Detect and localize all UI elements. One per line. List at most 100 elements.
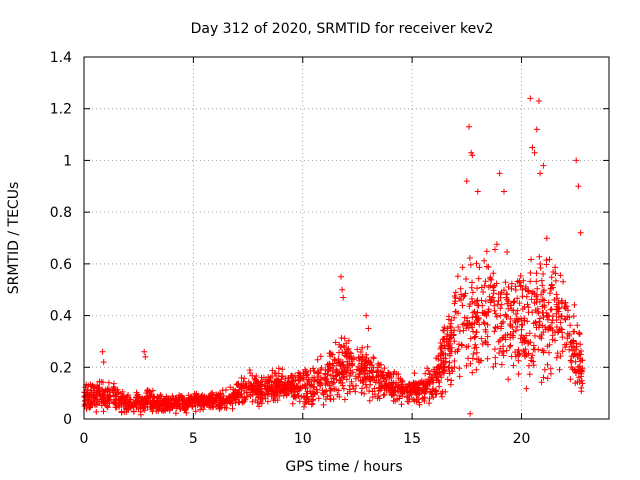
data-point [481,309,488,316]
data-point [138,399,145,406]
data-point [493,241,500,248]
data-point [566,331,573,338]
data-point [356,355,363,362]
data-point [406,384,412,391]
data-point [106,397,113,404]
data-point [361,390,368,397]
data-point [481,282,488,289]
data-point [313,386,320,393]
data-point [84,396,91,403]
data-point [373,369,380,376]
data-point [527,278,534,285]
data-point [538,379,545,386]
data-point [476,264,483,271]
data-point [493,313,500,320]
data-point [471,308,478,315]
data-point [498,301,505,308]
data-point [333,386,339,393]
data-point [566,314,573,321]
data-point [203,398,210,405]
data-point [528,296,535,303]
data-point [369,374,376,381]
data-point [246,367,253,374]
data-point [557,319,564,326]
data-point [336,349,342,356]
data-point [556,366,563,373]
data-point [574,322,581,329]
data-point [536,315,543,322]
data-point [540,162,547,169]
data-point [543,261,550,268]
data-point [437,340,444,346]
data-point [562,344,569,351]
data-point [323,388,330,394]
data-point [543,235,550,242]
data-point [274,377,281,384]
data-point [192,402,199,409]
data-point [469,314,476,321]
plot-frame [83,56,610,420]
data-point [337,379,344,386]
data-point [335,356,342,362]
data-point [86,404,93,411]
data-point [538,291,545,298]
data-point [327,392,334,399]
data-point [564,335,571,342]
data-point [498,325,504,332]
data-point [283,392,290,399]
data-point [153,400,160,407]
data-point [515,357,522,364]
data-point [335,387,342,394]
data-point [219,387,226,394]
data-point [541,287,547,294]
data-point [163,395,170,402]
data-point [557,353,564,360]
data-point [234,381,241,388]
data-point [452,294,459,301]
data-point [315,395,322,402]
data-point [93,408,100,415]
data-point [448,365,455,372]
data-point [520,347,527,354]
data-point [515,346,522,353]
data-point [292,376,299,383]
data-point [515,371,522,377]
data-point [467,261,474,268]
data-point [553,354,560,361]
data-point [484,333,491,340]
data-point [501,287,507,294]
data-point [317,375,324,381]
data-point [579,380,586,387]
data-point [555,328,562,335]
data-point [338,359,344,366]
data-point [383,376,390,383]
data-point [468,149,475,156]
data-point [547,325,554,332]
data-point [328,372,334,379]
data-point [496,350,503,356]
data-point [362,375,369,382]
data-point [434,370,441,377]
data-point [517,272,524,279]
data-point [126,399,133,405]
data-point [552,337,558,344]
data-point [522,353,529,360]
data-point [192,408,199,415]
data-point [521,317,528,324]
y-axis-label: SRMTID / TECUs [6,182,22,295]
data-point [125,392,131,399]
data-point [344,358,351,365]
data-point [464,322,471,329]
data-point [505,305,512,312]
data-point [579,357,585,364]
data-point [94,396,101,403]
data-point [473,366,480,373]
data-point [413,380,420,387]
data-point [306,378,313,385]
data-point [333,376,340,383]
data-point [310,365,317,372]
data-point [226,399,233,406]
data-point [440,361,447,368]
x-tick-label: 15 [403,431,421,447]
